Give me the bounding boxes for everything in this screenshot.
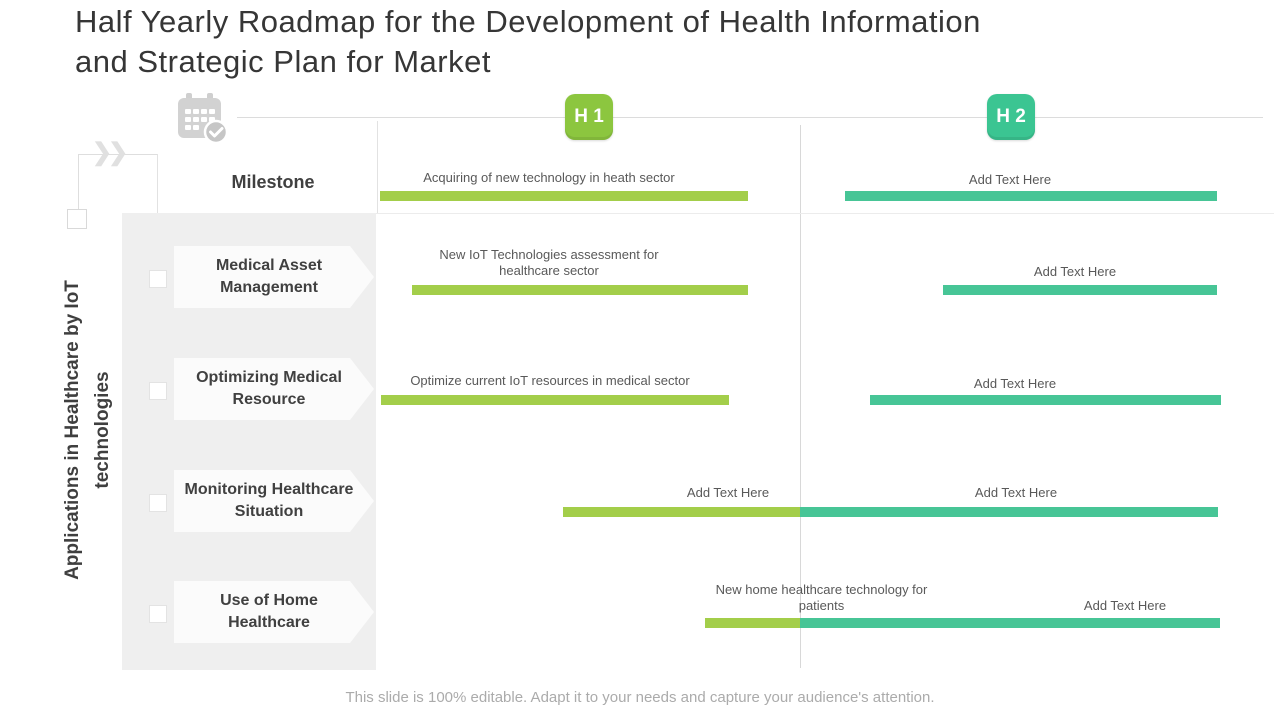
bar-label: Add Text Here bbox=[973, 376, 1057, 391]
gantt-bar-h2 bbox=[800, 618, 1220, 628]
gantt-bar-h1 bbox=[705, 618, 800, 628]
label-column-separator-line bbox=[377, 121, 378, 213]
connector-node-square bbox=[67, 209, 87, 229]
gantt-bar-h1 bbox=[412, 285, 748, 295]
panel-top-line bbox=[122, 213, 1274, 214]
axis-node-square bbox=[149, 382, 167, 400]
bar-label: New home healthcare technology for patie… bbox=[715, 582, 928, 613]
chevron-right-icon: ❯❯ bbox=[92, 139, 128, 166]
axis-node-square bbox=[149, 270, 167, 288]
page-title: Half Yearly Roadmap for the Development … bbox=[75, 4, 981, 79]
h1-period-badge: H 1 bbox=[565, 94, 613, 140]
h2-period-badge: H 2 bbox=[987, 94, 1035, 140]
row-label-milestone: Milestone bbox=[231, 172, 315, 192]
axis-node-square bbox=[149, 494, 167, 512]
calendar-icon bbox=[178, 93, 229, 144]
gantt-bar-h1 bbox=[381, 395, 729, 405]
row-label-medical-asset-management: Medical Asset Management bbox=[174, 246, 374, 308]
gantt-bar-h2 bbox=[943, 285, 1217, 295]
h1-h2-divider-line bbox=[800, 125, 801, 668]
footer-note: This slide is 100% editable. Adapt it to… bbox=[345, 689, 935, 706]
header-timeline-line bbox=[237, 117, 1263, 118]
row-label-optimizing-medical-resource: Optimizing Medical Resource bbox=[174, 358, 374, 420]
bar-label: Acquiring of new technology in heath sec… bbox=[423, 170, 675, 185]
bar-label: Optimize current IoT resources in medica… bbox=[410, 373, 690, 388]
bar-label: Add Text Here bbox=[974, 485, 1058, 500]
bar-label: Add Text Here bbox=[968, 172, 1052, 187]
gantt-bar-h1 bbox=[563, 507, 800, 517]
bar-label: Add Text Here bbox=[1083, 598, 1167, 613]
row-label-monitoring-healthcare-situation: Monitoring Healthcare Situation bbox=[174, 470, 374, 532]
axis-node-square bbox=[149, 605, 167, 623]
gantt-bar-h2 bbox=[870, 395, 1221, 405]
side-axis-label-line1: Applications in Healthcare by IoT bbox=[61, 280, 83, 580]
bar-label: Add Text Here bbox=[1033, 264, 1117, 279]
bar-label: New IoT Technologies assessment for heal… bbox=[439, 247, 659, 278]
gantt-bar-h1 bbox=[380, 191, 748, 201]
gantt-bar-h2 bbox=[800, 507, 1218, 517]
gantt-bar-h2 bbox=[845, 191, 1217, 201]
bar-label: Add Text Here bbox=[686, 485, 770, 500]
connector-line-horizontal bbox=[78, 154, 157, 155]
connector-line-vertical bbox=[78, 154, 79, 210]
side-axis-label-line2: technologies bbox=[92, 371, 113, 489]
side-axis-label: Applications in Healthcare by IoT techno… bbox=[58, 220, 118, 640]
row-label-use-of-home-healthcare: Use of Home Healthcare bbox=[174, 581, 374, 643]
